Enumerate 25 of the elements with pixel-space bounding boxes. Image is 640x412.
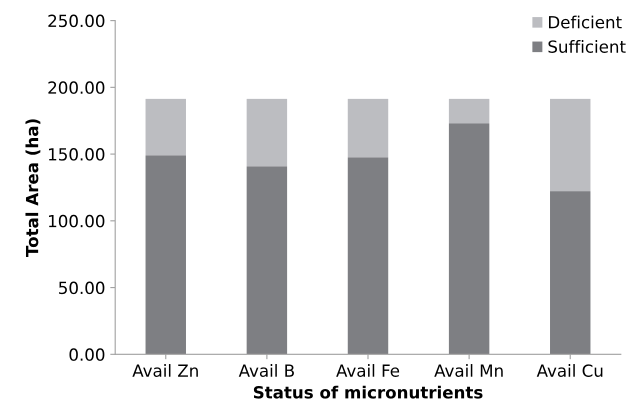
y-tick-label: 150.00: [48, 148, 104, 161]
bar: [550, 98, 590, 192]
x-tick-label: Avail Fe: [336, 364, 400, 377]
x-tick-label: Avail B: [238, 364, 294, 377]
bar: [550, 191, 590, 354]
x-tick-label: Avail Zn: [132, 364, 198, 377]
legend-label: Sufficient: [548, 40, 626, 53]
y-tick-label: 250.00: [48, 14, 104, 28]
x-axis-title: Status of micronutrients: [254, 386, 483, 399]
bar: [448, 124, 490, 354]
bar: [146, 98, 186, 156]
y-tick-label: 200.00: [48, 81, 104, 94]
y-axis-title: Total Area (ha): [25, 119, 40, 257]
bar: [146, 155, 186, 354]
y-tick-label: 0.00: [69, 348, 104, 361]
bar: [246, 98, 288, 166]
y-tick-label: 50.00: [59, 282, 104, 294]
y-tick-label: 100.00: [48, 214, 104, 228]
legend-label: Deficient: [549, 16, 622, 28]
bar: [348, 157, 388, 354]
x-tick-label: Avail Mn: [434, 364, 503, 377]
bar: [348, 98, 388, 158]
bar: [448, 98, 490, 124]
x-tick-label: Avail Cu: [536, 364, 602, 377]
bar: [246, 166, 288, 354]
